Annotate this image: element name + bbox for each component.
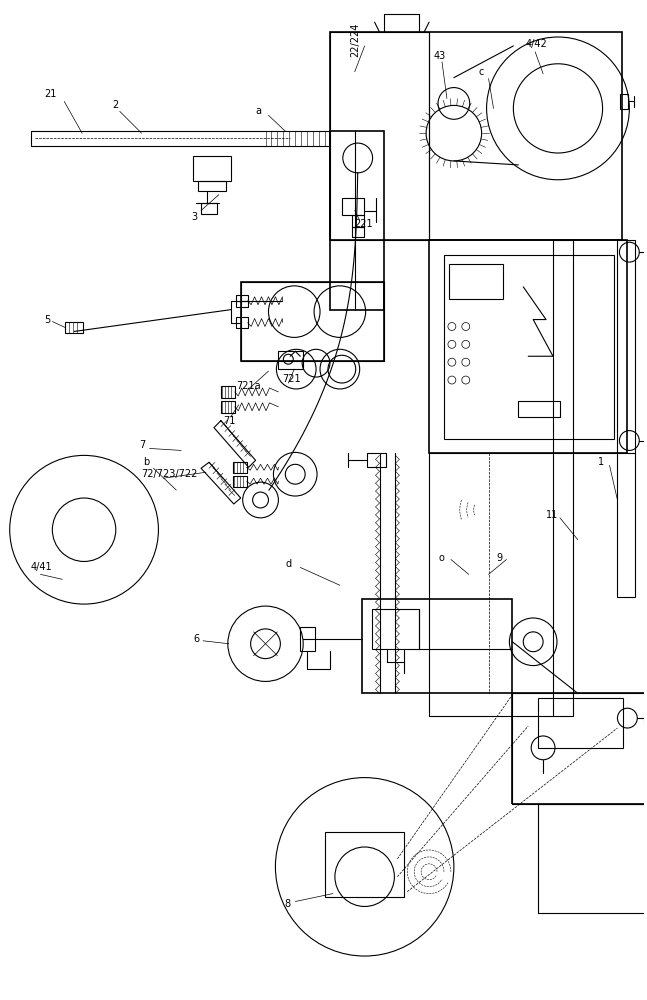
Bar (617, 240, 635, 597)
Text: 2: 2 (112, 100, 118, 110)
Bar (330, 32, 622, 240)
Text: b: b (144, 457, 150, 467)
Bar (198, 181, 226, 191)
Bar (241, 282, 384, 361)
Bar (620, 94, 628, 109)
Bar (371, 609, 419, 649)
Bar (193, 156, 231, 181)
Bar (429, 240, 628, 453)
Text: 721a: 721a (236, 381, 260, 391)
Text: 4/42: 4/42 (525, 39, 547, 49)
Text: c: c (479, 67, 484, 77)
Text: 4/41: 4/41 (30, 562, 52, 572)
Bar (512, 693, 647, 804)
Text: 21: 21 (45, 89, 57, 99)
Text: a: a (256, 106, 261, 116)
Bar (300, 627, 315, 651)
Bar (367, 453, 386, 467)
Text: d: d (285, 559, 291, 569)
Bar (553, 240, 573, 716)
Bar (236, 295, 248, 307)
Bar (221, 386, 235, 398)
Bar (352, 215, 364, 227)
Bar (342, 198, 364, 215)
Bar (362, 599, 512, 693)
Text: 1: 1 (598, 457, 604, 467)
Text: 221: 221 (355, 219, 373, 229)
Text: 43: 43 (434, 51, 446, 61)
Bar (201, 203, 217, 214)
Text: 22/224: 22/224 (350, 23, 360, 57)
Bar (65, 322, 83, 333)
Bar (538, 698, 624, 748)
Bar (241, 282, 384, 361)
Text: 72/723/722: 72/723/722 (142, 469, 198, 479)
Bar (352, 227, 364, 237)
Bar (233, 476, 247, 487)
Bar (512, 693, 647, 804)
Bar (444, 255, 615, 439)
Text: 9: 9 (496, 553, 503, 563)
Text: 3: 3 (191, 212, 197, 222)
Bar (221, 401, 235, 413)
Bar (449, 264, 503, 299)
Text: 8: 8 (284, 899, 291, 909)
Bar (325, 832, 404, 897)
Text: 7: 7 (140, 440, 146, 450)
Bar (518, 401, 560, 417)
Bar (330, 32, 429, 240)
Text: 5: 5 (45, 315, 50, 325)
Bar (330, 131, 384, 310)
Bar (278, 351, 303, 369)
Text: 721: 721 (282, 374, 301, 384)
Text: 6: 6 (193, 634, 199, 644)
Bar (236, 317, 248, 328)
Text: 11: 11 (546, 510, 558, 520)
Text: 71: 71 (223, 416, 236, 426)
Text: o: o (439, 553, 445, 563)
Bar (233, 462, 247, 473)
Bar (538, 804, 647, 913)
